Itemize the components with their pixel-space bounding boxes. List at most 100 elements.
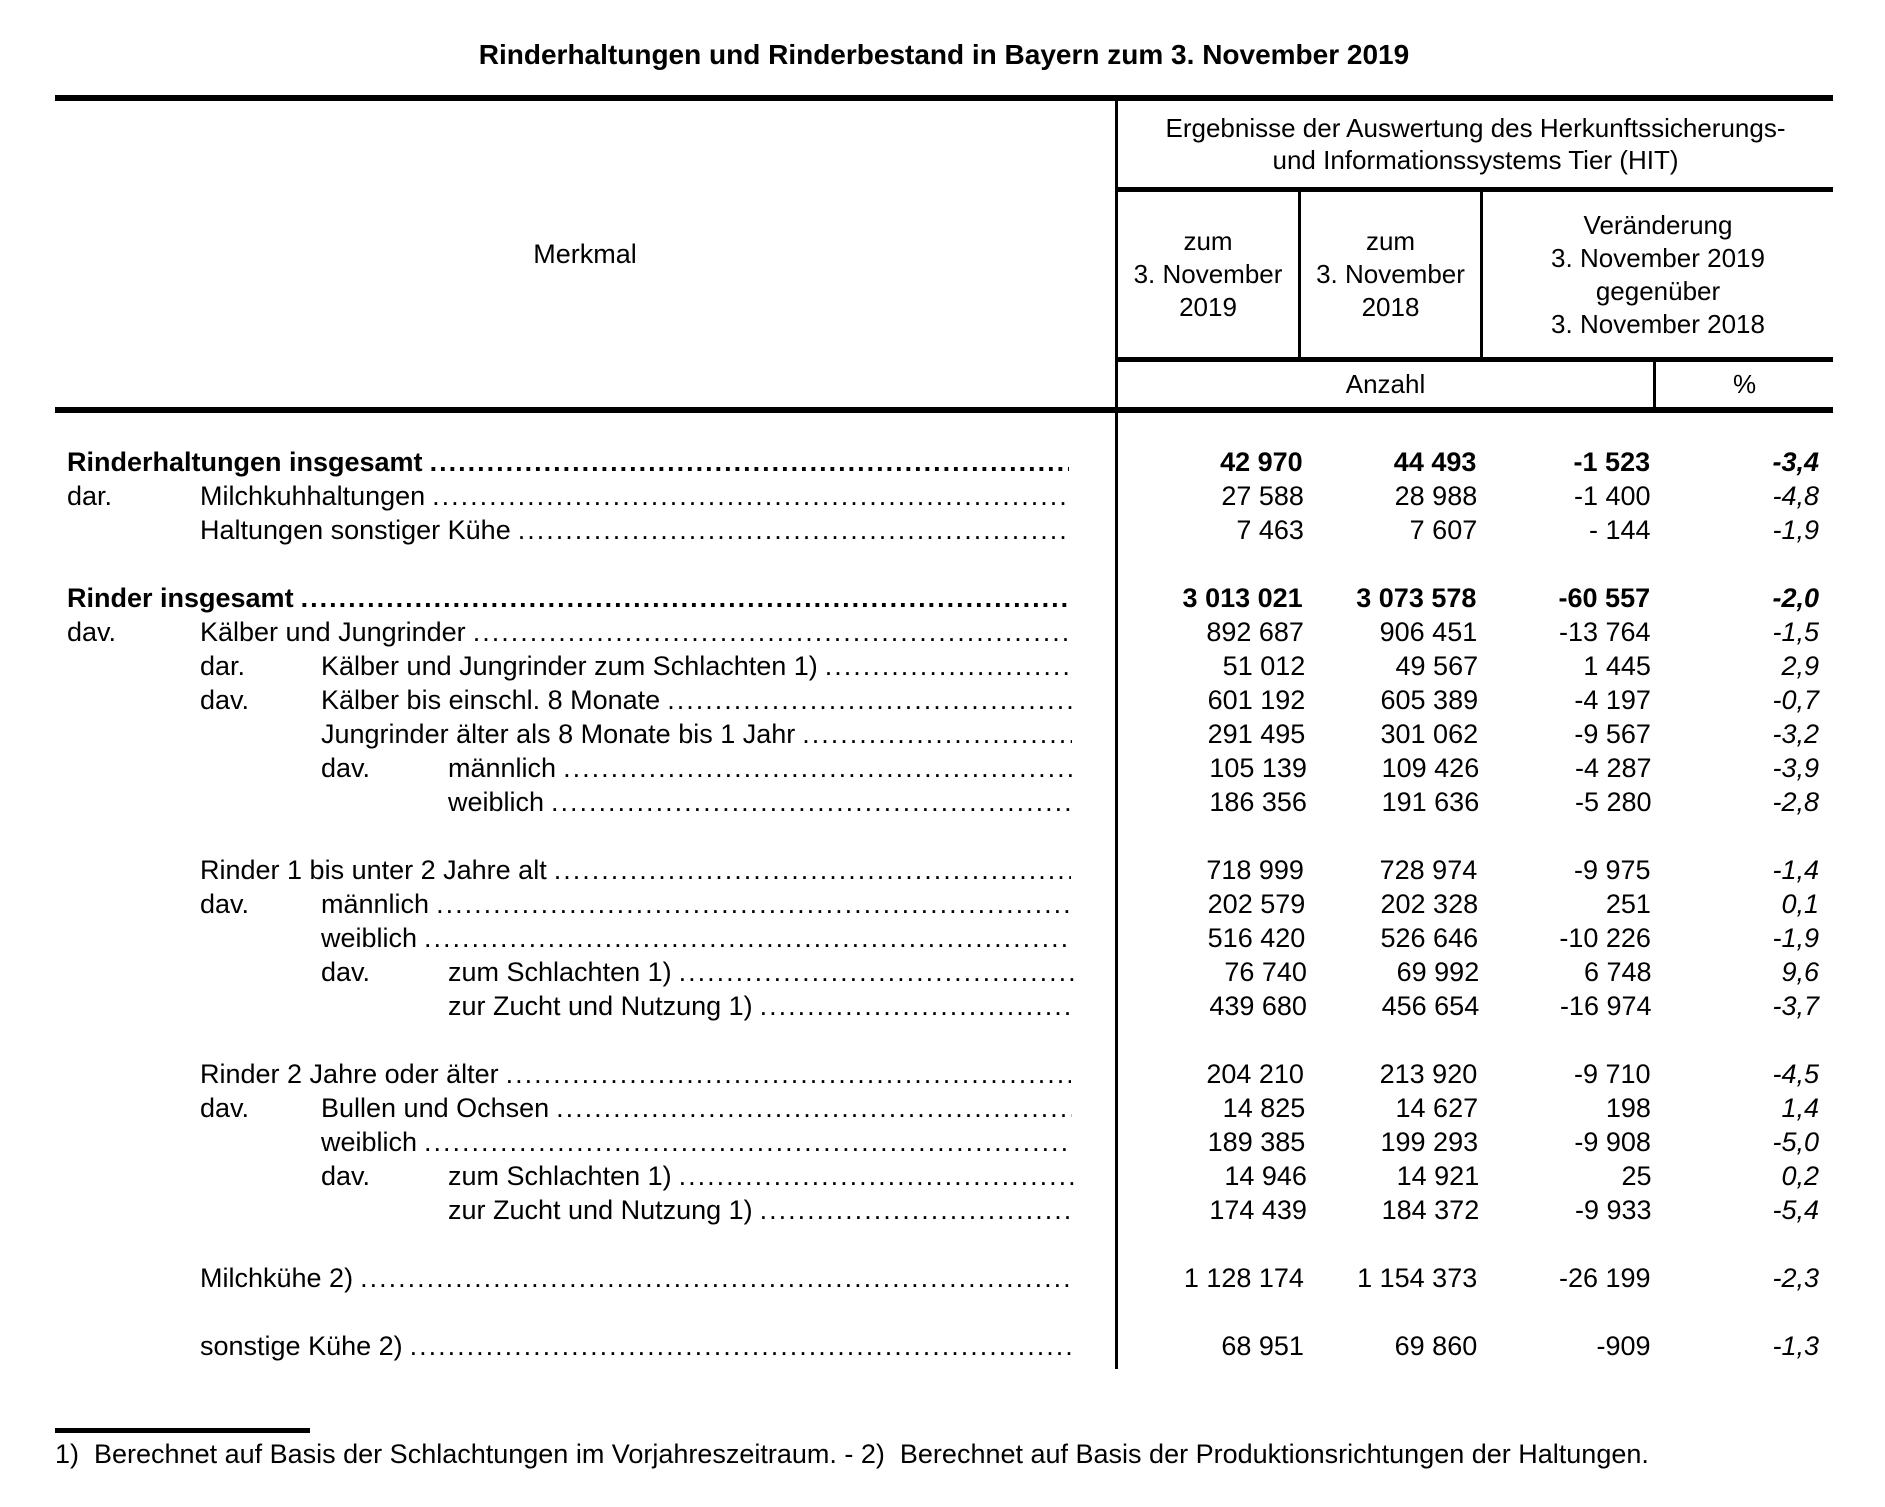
row-label: Rinder 1 bis unter 2 Jahre alt (200, 855, 547, 885)
row-prefix: dav. (321, 957, 371, 987)
dot-leader: ........................................… (667, 685, 1073, 715)
row-label: männlich (321, 889, 430, 919)
table-row: Rinder 1 bis unter 2 Jahre alt .........… (55, 853, 1833, 887)
cell-change: - 144 (1588, 515, 1651, 545)
table-row: dav. Kälber und Jungrinder .............… (55, 615, 1833, 649)
row-label-area: dav. zum Schlachten 1) .................… (55, 955, 1089, 989)
cell-value-2018: 605 389 (1380, 685, 1479, 715)
table-header-right: Ergebnisse der Auswertung des Herkunftss… (1115, 101, 1833, 407)
col-header-2018: zum 3. November 2018 (1298, 192, 1480, 357)
row-label: zur Zucht und Nutzung 1) (448, 991, 753, 1021)
row-label: Kälber und Jungrinder (200, 617, 466, 647)
cell-value-2018: 213 920 (1379, 1059, 1478, 1089)
unit-headers: Anzahl % (1118, 362, 1833, 407)
table-body: Rinderhaltungen insgesamt ..............… (55, 413, 1833, 1369)
footnote-rule (55, 1428, 310, 1433)
cell-percent: -2,8 (1772, 787, 1819, 817)
table-row: Milchkühe 2) ...........................… (55, 1261, 1833, 1295)
row-label-area: dav. männlich ..........................… (55, 887, 1086, 921)
table-row: dav. männlich ..........................… (55, 887, 1833, 921)
row-prefix: dav. (321, 753, 371, 783)
dot-leader: ........................................… (553, 855, 1071, 885)
col-header-merkmal: Merkmal (533, 238, 637, 269)
cell-value-2019: 27 588 (1221, 481, 1304, 511)
cell-change: 25 (1621, 1161, 1652, 1191)
cell-percent: 0,2 (1781, 1161, 1819, 1191)
cell-value-2018: 14 627 (1395, 1093, 1479, 1123)
table-row: Rinder 2 Jahre oder älter ..............… (55, 1057, 1833, 1091)
table-row: sonstige Kühe 2) .......................… (55, 1329, 1833, 1363)
row-prefix: dav. (67, 617, 117, 647)
dot-leader: ........................................… (759, 991, 1075, 1021)
row-label: weiblich (448, 787, 545, 817)
cell-value-2018: 3 073 578 (1356, 583, 1477, 613)
cell-change: 6 748 (1583, 957, 1652, 987)
cell-value-2019: 42 970 (1220, 447, 1303, 477)
dot-leader: ........................................… (551, 787, 1075, 817)
cell-percent: -1,9 (1772, 923, 1819, 953)
row-label-area: dav. männlich ..........................… (55, 751, 1089, 785)
column-divider-line (1115, 413, 1118, 1369)
dot-leader: ........................................… (360, 1263, 1071, 1293)
cell-value-2019: 3 013 021 (1182, 583, 1303, 613)
footnote-text: 1) Berechnet auf Basis der Schlachtungen… (55, 1439, 1649, 1469)
cell-percent: 2,9 (1781, 651, 1819, 681)
cell-change: -4 287 (1574, 753, 1652, 783)
cell-value-2018: 109 426 (1381, 753, 1480, 783)
row-label-area: Jungrinder älter als 8 Monate bis 1 Jahr… (55, 717, 1086, 751)
row-label: Haltungen sonstiger Kühe (200, 515, 511, 545)
cell-change: -1 523 (1573, 447, 1651, 477)
row-label-area: dav. Kälber bis einschl. 8 Monate ......… (55, 683, 1086, 717)
dot-leader: ........................................… (556, 1093, 1072, 1123)
cell-value-2019: 718 999 (1206, 855, 1304, 885)
dot-leader: ........................................… (429, 447, 1069, 477)
cell-value-2019: 204 210 (1206, 1059, 1304, 1089)
table-row: dav. männlich ..........................… (55, 751, 1833, 785)
row-label-area: dav. zum Schlachten 1) .................… (55, 1159, 1089, 1193)
cell-percent: -5,4 (1772, 1195, 1819, 1225)
cell-value-2019: 439 680 (1209, 991, 1307, 1021)
dot-leader: ........................................… (517, 515, 1071, 545)
row-label: Bullen und Ochsen (321, 1093, 550, 1123)
table-row: Haltungen sonstiger Kühe ...............… (55, 513, 1833, 547)
cell-percent: -1,5 (1772, 617, 1819, 647)
row-label: Kälber bis einschl. 8 Monate (321, 685, 661, 715)
row-prefix: dav. (321, 1161, 371, 1191)
cell-percent: -2,3 (1772, 1263, 1819, 1293)
cell-percent: -4,8 (1772, 481, 1819, 511)
cell-value-2019: 189 385 (1207, 1127, 1306, 1157)
hit-header: Ergebnisse der Auswertung des Herkunftss… (1118, 101, 1833, 192)
row-label-area: weiblich ...............................… (55, 921, 1086, 955)
table-row: Rinder insgesamt .......................… (55, 581, 1833, 615)
cell-percent: -3,7 (1772, 991, 1819, 1021)
row-label: Jungrinder älter als 8 Monate bis 1 Jahr (321, 719, 796, 749)
statistics-table: Merkmal Ergebnisse der Auswertung des He… (55, 95, 1833, 1369)
cell-value-2018: 526 646 (1380, 923, 1479, 953)
dot-leader: ........................................… (563, 753, 1075, 783)
dot-leader: ........................................… (802, 719, 1072, 749)
row-label: zur Zucht und Nutzung 1) (448, 1195, 753, 1225)
cell-percent: -3,4 (1772, 447, 1819, 477)
row-label-area: dar. Milchkuhhaltungen .................… (55, 479, 1085, 513)
cell-value-2018: 184 372 (1381, 1195, 1480, 1225)
row-prefix: dar. (200, 651, 246, 681)
cell-change: -16 974 (1559, 991, 1652, 1021)
cell-change: -9 975 (1573, 855, 1651, 885)
dot-leader: ........................................… (300, 583, 1069, 613)
row-label: Rinder insgesamt (67, 583, 294, 613)
row-label: Rinder 2 Jahre oder älter (200, 1059, 499, 1089)
cell-change: -9 567 (1574, 719, 1651, 749)
unit-header-anzahl: Anzahl (1345, 369, 1426, 399)
row-label-area: dar. Kälber und Jungrinder zum Schlachte… (55, 649, 1086, 683)
dot-leader: ........................................… (436, 889, 1073, 919)
row-label: Kälber und Jungrinder zum Schlachten 1) (321, 651, 818, 681)
dot-leader: ........................................… (409, 1331, 1071, 1361)
cell-change: -13 764 (1558, 617, 1651, 647)
row-label: weiblich (321, 1127, 418, 1157)
row-label-area: Rinderhaltungen insgesamt ..............… (55, 445, 1083, 479)
col-header-2019: zum 3. November 2019 (1133, 226, 1283, 322)
row-label-area: Rinder 1 bis unter 2 Jahre alt .........… (55, 853, 1085, 887)
row-label: Rinderhaltungen insgesamt (67, 447, 423, 477)
cell-value-2018: 456 654 (1381, 991, 1480, 1021)
